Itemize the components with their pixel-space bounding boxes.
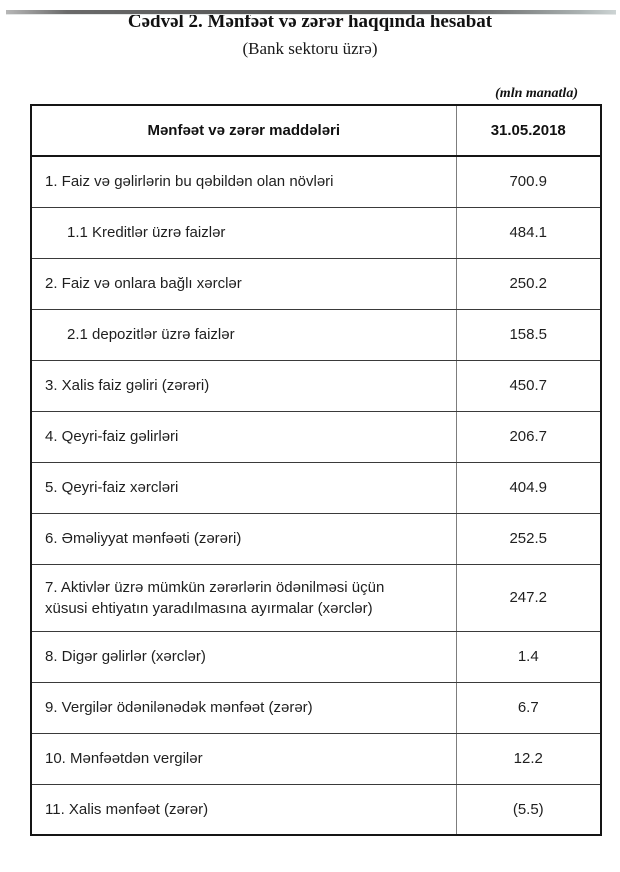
row-label: 7. Aktivlər üzrə mümkün zərərlərin ödəni…	[31, 564, 457, 632]
unit-note: (mln manatla)	[495, 86, 578, 101]
table-row: 7. Aktivlər üzrə mümkün zərərlərin ödəni…	[31, 564, 601, 632]
row-label: 10. Mənfəətdən vergilər	[31, 733, 457, 785]
row-value: 700.9	[456, 156, 601, 208]
profit-loss-table: Mənfəət və zərər maddələri 31.05.2018 1.…	[30, 104, 602, 836]
row-value: 252.5	[456, 513, 601, 565]
table-row: 11. Xalis mənfəət (zərər) (5.5)	[31, 784, 601, 836]
row-value: 12.2	[456, 733, 601, 785]
column-header-items: Mənfəət və zərər maddələri	[31, 105, 457, 157]
table-row: 2. Faiz və onlara bağlı xərclər 250.2	[31, 258, 601, 310]
table-header-row: Mənfəət və zərər maddələri 31.05.2018	[31, 105, 601, 157]
table-row: 8. Digər gəlirlər (xərclər) 1.4	[31, 631, 601, 683]
row-value: (5.5)	[456, 784, 601, 836]
row-value: 1.4	[456, 631, 601, 683]
row-value: 450.7	[456, 360, 601, 412]
row-label: 2.1 depozitlər üzrə faizlər	[31, 309, 457, 361]
row-value: 6.7	[456, 682, 601, 734]
row-value: 404.9	[456, 462, 601, 514]
row-label: 2. Faiz və onlara bağlı xərclər	[31, 258, 457, 310]
row-value: 250.2	[456, 258, 601, 310]
page-subtitle: (Bank sektoru üzrə)	[242, 39, 378, 58]
table-row: 2.1 depozitlər üzrə faizlər 158.5	[31, 309, 601, 361]
table-row: 4. Qeyri-faiz gəlirləri 206.7	[31, 411, 601, 463]
table-row: 1. Faiz və gəlirlərin bu qəbildən olan n…	[31, 156, 601, 208]
row-label: 1.1 Kreditlər üzrə faizlər	[31, 207, 457, 259]
table-body: 1. Faiz və gəlirlərin bu qəbildən olan n…	[31, 156, 601, 836]
table-row: 6. Əməliyyat mənfəəti (zərəri) 252.5	[31, 513, 601, 565]
row-label: 3. Xalis faiz gəliri (zərəri)	[31, 360, 457, 412]
page-edge-strip	[6, 10, 616, 15]
column-header-date: 31.05.2018	[456, 105, 601, 157]
row-label: 11. Xalis mənfəət (zərər)	[31, 784, 457, 836]
table-row: 1.1 Kreditlər üzrə faizlər 484.1	[31, 207, 601, 259]
table-row: 10. Mənfəətdən vergilər 12.2	[31, 733, 601, 785]
row-value: 206.7	[456, 411, 601, 463]
row-label: 1. Faiz və gəlirlərin bu qəbildən olan n…	[31, 156, 457, 208]
row-value: 247.2	[456, 564, 601, 632]
row-label: 4. Qeyri-faiz gəlirləri	[31, 411, 457, 463]
row-label: 9. Vergilər ödənilənədək mənfəət (zərər)	[31, 682, 457, 734]
table-row: 3. Xalis faiz gəliri (zərəri) 450.7	[31, 360, 601, 412]
row-value: 158.5	[456, 309, 601, 361]
table-row: 5. Qeyri-faiz xərcləri 404.9	[31, 462, 601, 514]
row-label: 8. Digər gəlirlər (xərclər)	[31, 631, 457, 683]
row-label: 6. Əməliyyat mənfəəti (zərəri)	[31, 513, 457, 565]
table-row: 9. Vergilər ödənilənədək mənfəət (zərər)…	[31, 682, 601, 734]
row-value: 484.1	[456, 207, 601, 259]
page-title: Cədvəl 2. Mənfəət və zərər haqqında hesa…	[127, 11, 493, 32]
row-label: 5. Qeyri-faiz xərcləri	[31, 462, 457, 514]
